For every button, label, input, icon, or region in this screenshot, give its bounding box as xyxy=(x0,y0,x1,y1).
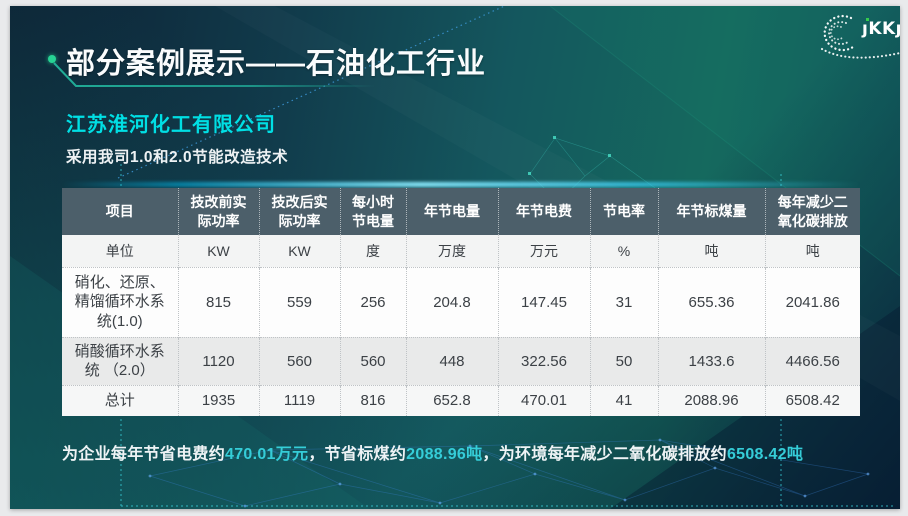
case-data-table: 项目 技改前实际功率 技改后实际功率 每小时节电量 年节电量 年节电费 节电率 … xyxy=(62,188,860,416)
summary-line: 为企业每年节省电费约470.01万元，节省标煤约2088.96吨，为环境每年减少… xyxy=(62,440,872,464)
column-header: 项目 xyxy=(62,188,179,235)
logo-text: ȷKKȷ xyxy=(862,19,900,39)
row-label: 总计 xyxy=(62,384,179,416)
summary-text: ，节省标煤约 xyxy=(308,446,407,463)
data-cell: 652.8 xyxy=(406,384,499,416)
company-logo: ȷKKȷ xyxy=(810,10,900,64)
unit-cell: 单位 xyxy=(62,235,179,267)
table-total-row: 总计 1935 1119 816 652.8 470.01 41 2088.96… xyxy=(62,384,860,416)
data-cell: 41 xyxy=(590,384,659,416)
data-cell: 2041.86 xyxy=(765,266,860,337)
title-bullet-icon xyxy=(48,55,56,63)
company-name: 江苏淮河化工有限公司 xyxy=(66,114,276,136)
data-cell: 1935 xyxy=(178,384,260,416)
data-cell: 560 xyxy=(340,336,407,385)
column-header: 年节电费 xyxy=(498,188,591,235)
cyan-glow-line xyxy=(62,182,860,187)
data-cell: 816 xyxy=(340,384,407,416)
unit-cell: 吨 xyxy=(658,235,766,267)
data-cell: 1433.6 xyxy=(658,336,766,385)
data-cell: 147.45 xyxy=(498,266,591,337)
column-header: 技改后实际功率 xyxy=(259,188,341,235)
data-cell: 322.56 xyxy=(498,336,591,385)
summary-text: ，为环境每年减少二氧化碳排放约 xyxy=(482,446,727,463)
row-label: 硝化、还原、精馏循环水系统(1.0) xyxy=(62,266,179,337)
data-cell: 1120 xyxy=(178,336,260,385)
data-cell: 256 xyxy=(340,266,407,337)
data-cell: 448 xyxy=(406,336,499,385)
summary-highlight: 470.01万元 xyxy=(225,446,309,463)
summary-text: 为企业每年节省电费约 xyxy=(62,446,226,463)
data-cell: 559 xyxy=(259,266,341,337)
data-cell: 204.8 xyxy=(406,266,499,337)
table-row: 硝化、还原、精馏循环水系统(1.0) 815 559 256 204.8 147… xyxy=(62,266,860,337)
logo-j-dot-icon xyxy=(866,18,869,21)
table-header-row: 项目 技改前实际功率 技改后实际功率 每小时节电量 年节电量 年节电费 节电率 … xyxy=(62,188,860,235)
page-title: 部分案例展示——石油化工行业 xyxy=(66,48,487,80)
slide-canvas: ȷKKȷ 部分案例展示——石油化工行业 江苏淮河化工有限公司 采用我司1.0和2… xyxy=(10,6,900,509)
subtitle-text: 采用我司1.0和2.0节能改造技术 xyxy=(66,149,289,166)
logo-swirl-icon xyxy=(820,15,900,59)
data-cell: 31 xyxy=(590,266,659,337)
column-header: 年节电量 xyxy=(406,188,499,235)
summary-highlight: 6508.42吨 xyxy=(726,446,804,463)
data-cell: 655.36 xyxy=(658,266,766,337)
data-cell: 2088.96 xyxy=(658,384,766,416)
column-header: 技改前实际功率 xyxy=(178,188,260,235)
data-cell: 4466.56 xyxy=(765,336,860,385)
data-cell: 50 xyxy=(590,336,659,385)
unit-cell: 吨 xyxy=(765,235,860,267)
summary-highlight: 2088.96吨 xyxy=(406,446,483,463)
row-label: 硝酸循环水系统 （2.0） xyxy=(62,336,179,385)
data-cell: 815 xyxy=(178,266,260,337)
unit-cell: 度 xyxy=(340,235,407,267)
unit-cell: 万度 xyxy=(406,235,499,267)
unit-cell: KW xyxy=(178,235,260,267)
table-row: 硝酸循环水系统 （2.0） 1120 560 560 448 322.56 50… xyxy=(62,336,860,385)
unit-cell: % xyxy=(590,235,659,267)
data-cell: 6508.42 xyxy=(765,384,860,416)
column-header: 节电率 xyxy=(590,188,659,235)
data-cell: 560 xyxy=(259,336,341,385)
title-underline xyxy=(53,62,375,87)
column-header: 年节标煤量 xyxy=(658,188,766,235)
column-header: 每年减少二氧化碳排放 xyxy=(765,188,860,235)
column-header: 每小时节电量 xyxy=(340,188,407,235)
unit-cell: 万元 xyxy=(498,235,591,267)
unit-cell: KW xyxy=(259,235,341,267)
unit-row: 单位 KW KW 度 万度 万元 % 吨 吨 xyxy=(62,235,860,267)
data-cell: 1119 xyxy=(259,384,341,416)
data-cell: 470.01 xyxy=(498,384,591,416)
